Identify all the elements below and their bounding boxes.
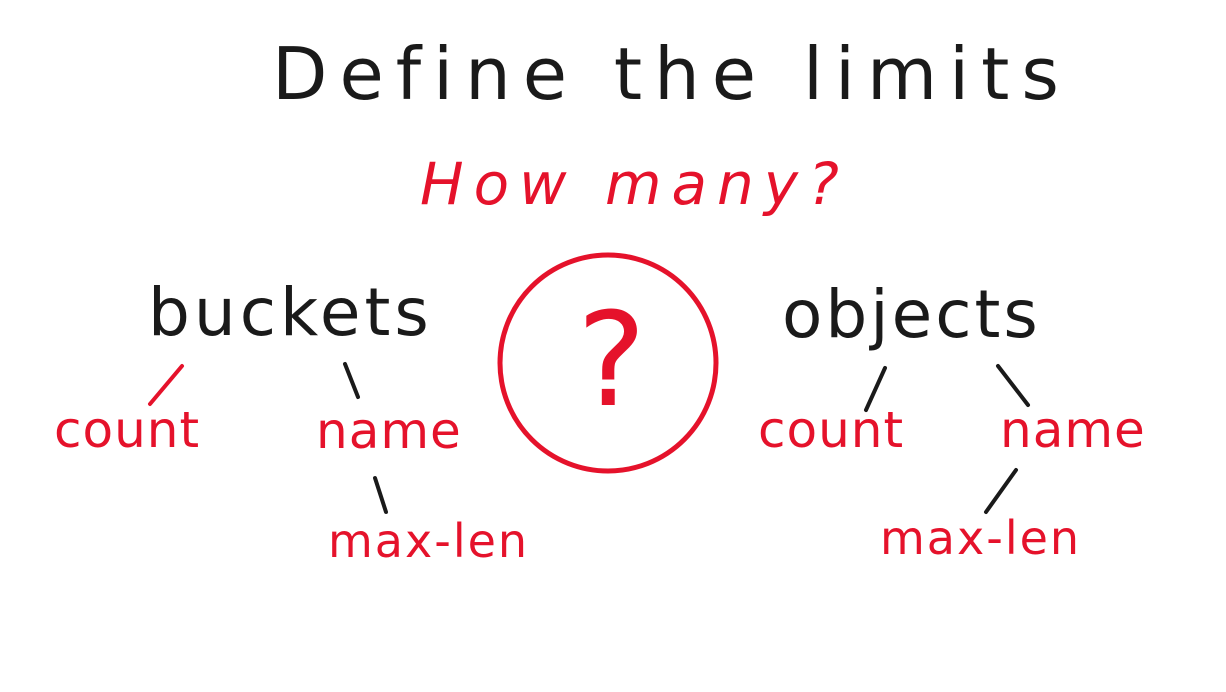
objects-to-count-line xyxy=(864,366,887,412)
name-to-maxlen-line-buckets xyxy=(373,476,388,514)
name-to-maxlen-line-objects xyxy=(984,468,1018,514)
buckets-to-count-line xyxy=(148,364,184,406)
buckets-to-name-line xyxy=(343,362,360,399)
objects-to-name-line xyxy=(996,364,1030,407)
node-buckets-name: name xyxy=(316,402,462,460)
subtitle-how-many: How many? xyxy=(420,150,849,218)
node-buckets: buckets xyxy=(148,274,433,351)
node-objects-count: count xyxy=(758,401,905,459)
node-objects: objects xyxy=(782,276,1041,353)
node-buckets-count: count xyxy=(54,401,201,459)
node-objects-name-max-len: max-len xyxy=(880,511,1082,565)
node-buckets-name-max-len: max-len xyxy=(328,514,530,568)
node-objects-name: name xyxy=(1000,401,1146,459)
title-define-the-limits: Define the limits xyxy=(272,32,1071,116)
question-mark-symbol: ? xyxy=(577,284,646,436)
question-circle xyxy=(497,252,719,474)
